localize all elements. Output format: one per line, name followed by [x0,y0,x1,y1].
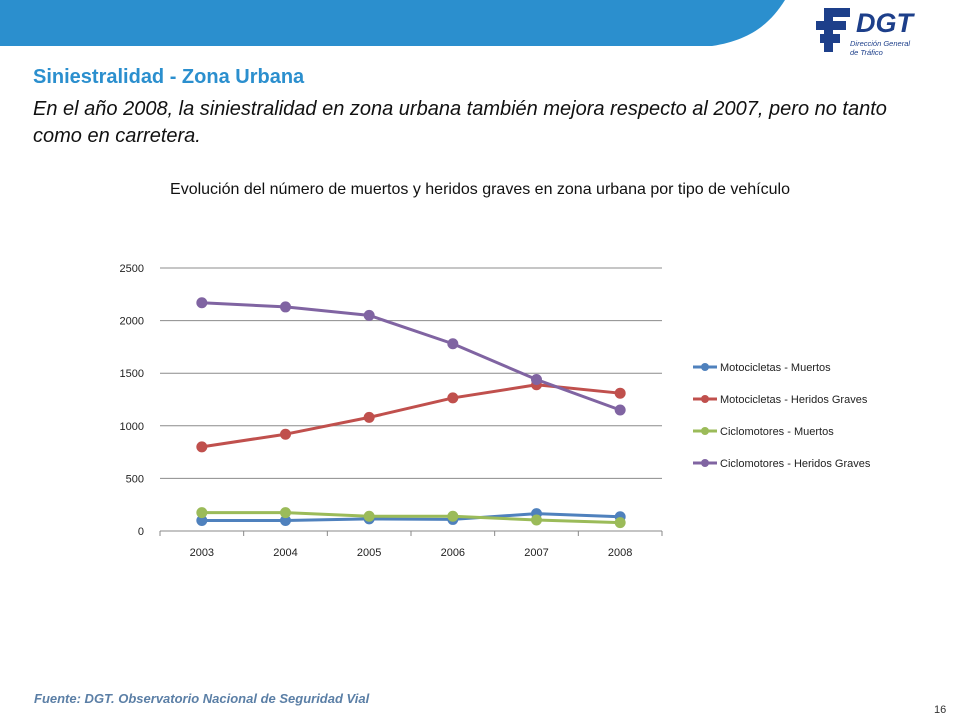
data-point [447,338,459,350]
y-tick-label: 500 [126,473,144,485]
data-point [447,392,459,404]
x-tick-label: 2006 [441,547,465,559]
legend-label: Motocicletas - Muertos [720,362,831,374]
legend-swatch-marker [701,363,709,371]
legend-swatch-marker [701,427,709,435]
series-line [201,512,621,522]
data-point [614,404,626,416]
slide-subtitle: En el año 2008, la siniestralidad en zon… [33,98,887,147]
dgt-logo: DGT Dirección General de Tráfico [812,4,942,62]
logo-subtitle: Dirección General de Tráfico [850,39,911,57]
y-tick-label: 1500 [120,368,144,380]
series-line [201,301,621,412]
data-point [531,514,542,526]
data-point [363,510,375,522]
legend-swatch-marker [701,395,709,403]
slide-title: Siniestralidad - Zona Urbana [33,66,305,88]
data-point [531,374,542,386]
dgt-logo-mark-icon [816,8,850,52]
legend-swatch-marker [701,459,709,467]
x-tick-label: 2003 [190,547,214,559]
chart-title: Evolución del número de muertos y herido… [170,181,790,198]
data-point [614,517,626,529]
data-point [196,297,208,309]
x-tick-label: 2005 [357,547,381,559]
legend-label: Ciclomotores - Muertos [720,426,834,438]
data-point [280,428,291,440]
data-point [196,441,208,453]
x-tick-label: 2008 [608,547,632,559]
x-tick-label: 2007 [524,547,548,559]
y-tick-label: 2500 [120,263,144,275]
y-tick-label: 1000 [120,421,144,433]
x-tick-label: 2004 [273,547,297,559]
y-tick-label: 0 [138,526,144,538]
legend-label: Ciclomotores - Heridos Graves [720,458,871,470]
data-point [363,309,375,321]
series-line [201,383,621,449]
data-point [447,510,459,522]
source-note: Fuente: DGT. Observatorio Nacional de Se… [34,691,370,706]
logo-name: DGT [856,8,913,38]
data-point [363,411,375,423]
series-line [201,511,621,525]
y-tick-label: 2000 [120,316,144,328]
data-point [196,507,208,519]
page-number: 16 [934,704,947,716]
legend-label: Motocicletas - Heridos Graves [720,394,868,406]
data-point [280,301,291,313]
data-point [614,387,626,399]
header-band [0,0,785,46]
data-point [280,507,291,519]
